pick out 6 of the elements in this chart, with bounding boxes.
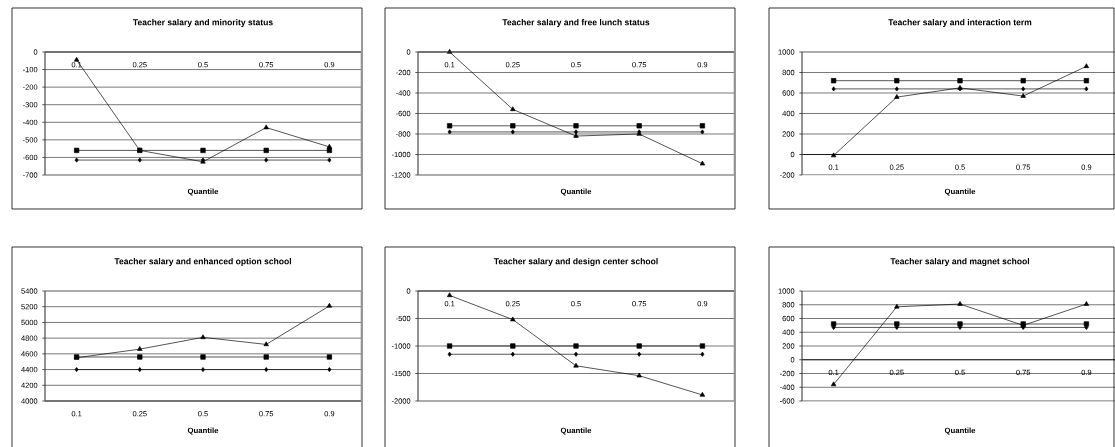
chart-title: Teacher salary and enhanced option school	[114, 258, 291, 266]
chart-title: Teacher salary and design center school	[493, 258, 658, 266]
chart-title: Teacher salary and minority status	[133, 19, 273, 27]
chart-title: Teacher salary and interaction term	[888, 19, 1032, 27]
chart-title: Teacher salary and magnet school	[890, 258, 1030, 266]
chart-title: Teacher salary and free lunch status	[502, 19, 650, 27]
